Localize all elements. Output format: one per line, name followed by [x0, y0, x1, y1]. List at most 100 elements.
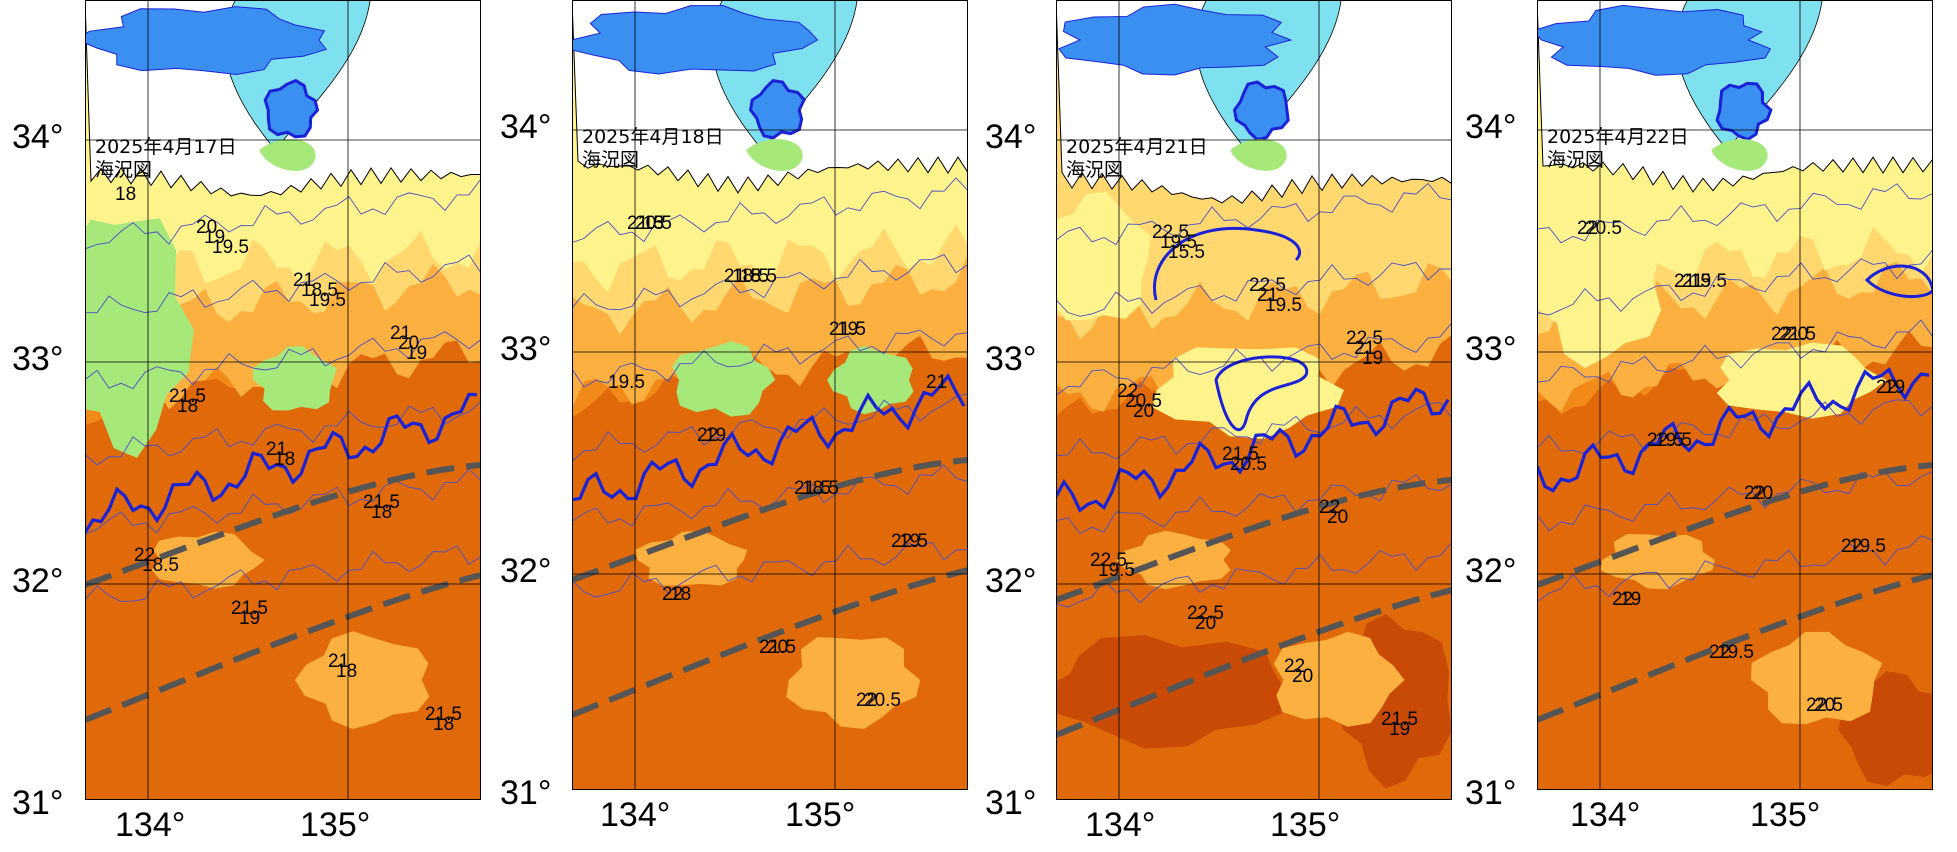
isotherm-label: 19.5	[1265, 295, 1302, 316]
longitude-label: 135°	[785, 796, 856, 834]
sst-map: 15.519.5192020.52019.520201919.5212120.5…	[1056, 0, 1452, 800]
isotherm-label: 21.5	[425, 704, 462, 725]
isotherm-label: 19	[406, 343, 427, 364]
isotherm-label: 22.5	[1647, 430, 1684, 451]
latitude-label: 31°	[500, 774, 552, 812]
isotherm	[85, 254, 481, 314]
isotherm	[85, 401, 481, 466]
osaka-bay	[1537, 4, 1772, 76]
isotherm-label: 15.5	[1168, 242, 1205, 263]
latitude-label: 31°	[1465, 774, 1517, 812]
sea-green	[85, 218, 194, 458]
latitude-label: 32°	[12, 562, 64, 600]
isotherm-label: 22	[856, 690, 877, 711]
isotherm-label: 19.5	[1717, 642, 1754, 663]
osaka-bay	[572, 5, 819, 75]
isotherm-label: 20	[1195, 613, 1216, 634]
isotherm	[1056, 474, 1452, 535]
isotherm-label: 22.5	[1806, 695, 1843, 716]
map-date: 2025年4月21日	[1066, 136, 1208, 158]
isotherm-label: 19	[1620, 589, 1641, 610]
sea-green	[827, 346, 914, 415]
isotherm-label: 19.5	[1690, 271, 1727, 292]
isotherm-label: 22	[697, 425, 718, 446]
channel-mouth-green	[1711, 139, 1768, 171]
sea-light-orange	[295, 631, 430, 729]
sst-map: 1819.519.51918181818.51918181918.52021.5…	[85, 0, 481, 800]
map-panel-4: 19.5 20 19 19.5 20 19.5 19 19.5 20 20.5 21 21.5 22 22…	[1537, 0, 1933, 790]
isotherm-label: 19.5	[1098, 560, 1135, 581]
cold-water-patch	[1232, 80, 1290, 142]
isotherm-label: 21.5	[759, 637, 796, 658]
isotherm-label: 19	[1362, 348, 1383, 369]
isotherm-label: 20.5	[864, 690, 901, 711]
isotherm-label: 19	[899, 531, 920, 552]
kuroshio-axis	[572, 567, 968, 718]
isotherm	[572, 541, 968, 598]
map-caption: 海況図	[1547, 149, 1605, 171]
osaka-bay	[1058, 3, 1293, 76]
isotherm-label: 20.5	[635, 213, 672, 234]
isotherm-label: 19.5	[212, 237, 249, 258]
isotherm-label: 20	[196, 217, 217, 238]
isotherm	[572, 329, 968, 388]
isotherm-label: 19.5	[1655, 430, 1692, 451]
thermal-front	[1056, 387, 1450, 513]
isotherm-label: 22.5	[891, 531, 928, 552]
isotherm-label: 20	[1133, 401, 1154, 422]
longitude-label: 135°	[1750, 796, 1821, 834]
isotherm-label: 21	[293, 270, 314, 291]
cold-water-patch	[749, 79, 806, 140]
isotherm-label: 19.5	[1849, 536, 1886, 557]
latitude-label: 31°	[12, 784, 64, 822]
isotherm-label: 22.5	[1187, 603, 1224, 624]
isotherm-label: 21	[328, 651, 349, 672]
isotherm-label: 18	[274, 449, 295, 470]
isotherm-label: 19.5	[309, 290, 346, 311]
isotherm	[572, 393, 968, 463]
isotherm-label: 21.5	[231, 598, 268, 619]
isotherm-label: 19	[1389, 719, 1410, 740]
isotherm	[85, 178, 481, 250]
sea-light-orange	[1273, 631, 1405, 727]
osaka-bay	[85, 6, 328, 76]
latitude-label: 33°	[985, 340, 1037, 378]
isotherm-label: 20	[1814, 695, 1835, 716]
isotherm-label: 20.5	[1585, 218, 1622, 239]
thermal-front	[1153, 227, 1302, 301]
isotherm-label: 22	[1284, 656, 1305, 677]
longitude-label: 134°	[1085, 806, 1156, 844]
sst-map: 19.5201919.52019.51919.52020.52121.52222…	[1537, 0, 1933, 790]
kuroshio-axis	[1537, 572, 1933, 723]
thermal-front	[85, 392, 478, 534]
isotherm	[1537, 471, 1933, 532]
isotherm-label: 20	[767, 637, 788, 658]
sea-light-orange	[1751, 631, 1883, 725]
isotherm-label: 21.5	[1779, 324, 1816, 345]
map-date: 2025年4月22日	[1547, 126, 1689, 148]
isotherm	[1537, 183, 1933, 244]
latitude-label: 32°	[1465, 552, 1517, 590]
longitude-label: 134°	[1570, 796, 1641, 834]
isotherm-label: 21	[1354, 338, 1375, 359]
latitude-label: 32°	[500, 552, 552, 590]
latitude-label: 34°	[1465, 108, 1517, 146]
isotherm-label: 22	[1319, 497, 1340, 518]
isotherm-label: 21.5	[169, 386, 206, 407]
isotherm-label: 21.5	[1222, 444, 1259, 465]
isotherm-label: 22	[1709, 642, 1730, 663]
map-caption: 海況図	[1066, 159, 1124, 181]
isotherm	[572, 254, 968, 311]
map-date: 2025年4月17日	[95, 136, 237, 158]
isotherm-label: 19	[239, 608, 260, 629]
isotherm	[1537, 319, 1933, 383]
isotherm-label: 20	[1787, 324, 1808, 345]
isotherm-label: 18	[371, 502, 392, 523]
isotherm-label: 22	[134, 545, 155, 566]
isotherm-label: 18.5	[802, 478, 839, 499]
isotherm-label: 21	[266, 439, 287, 460]
isotherm	[1537, 399, 1933, 455]
isotherm-label: 21	[1257, 285, 1278, 306]
isotherm	[85, 545, 481, 602]
